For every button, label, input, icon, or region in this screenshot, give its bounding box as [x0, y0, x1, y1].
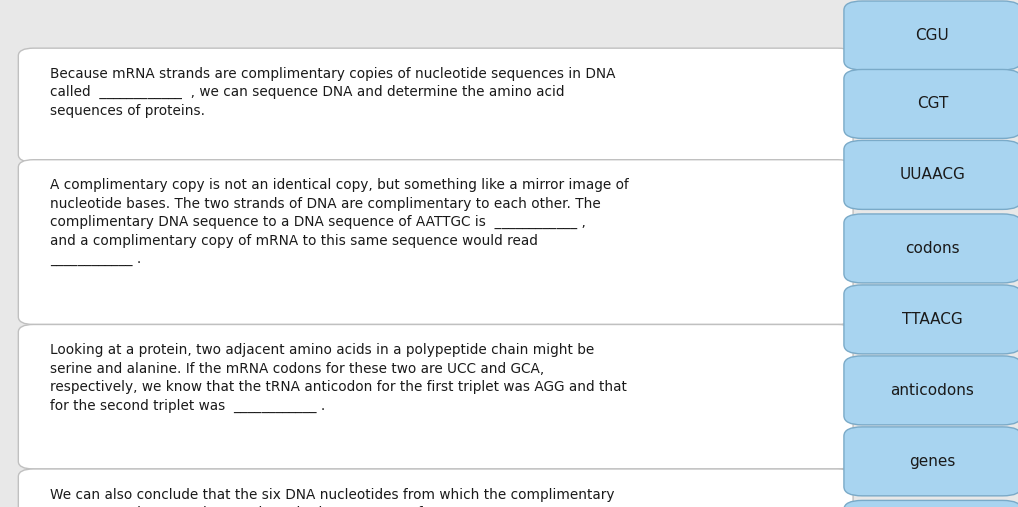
FancyBboxPatch shape — [844, 1, 1018, 70]
Text: UUAACG: UUAACG — [900, 167, 965, 183]
FancyBboxPatch shape — [844, 500, 1018, 507]
Text: CGU: CGU — [915, 28, 950, 43]
FancyBboxPatch shape — [844, 285, 1018, 354]
Text: TTAACG: TTAACG — [902, 312, 963, 327]
Text: codons: codons — [905, 241, 960, 256]
Text: anticodons: anticodons — [891, 383, 974, 398]
FancyBboxPatch shape — [18, 469, 853, 507]
FancyBboxPatch shape — [844, 69, 1018, 138]
FancyBboxPatch shape — [844, 356, 1018, 425]
FancyBboxPatch shape — [18, 324, 853, 469]
Text: CGT: CGT — [917, 96, 948, 112]
FancyBboxPatch shape — [18, 48, 853, 162]
Text: genes: genes — [909, 454, 956, 469]
Text: Because mRNA strands are complimentary copies of nucleotide sequences in DNA
cal: Because mRNA strands are complimentary c… — [50, 67, 616, 118]
FancyBboxPatch shape — [844, 427, 1018, 496]
FancyBboxPatch shape — [18, 160, 853, 324]
Text: Looking at a protein, two adjacent amino acids in a polypeptide chain might be
s: Looking at a protein, two adjacent amino… — [50, 343, 627, 413]
FancyBboxPatch shape — [844, 214, 1018, 283]
FancyBboxPatch shape — [844, 140, 1018, 209]
Text: A complimentary copy is not an identical copy, but something like a mirror image: A complimentary copy is not an identical… — [50, 178, 629, 266]
Text: We can also conclude that the six DNA nucleotides from which the complimentary
m: We can also conclude that the six DNA nu… — [50, 488, 615, 507]
